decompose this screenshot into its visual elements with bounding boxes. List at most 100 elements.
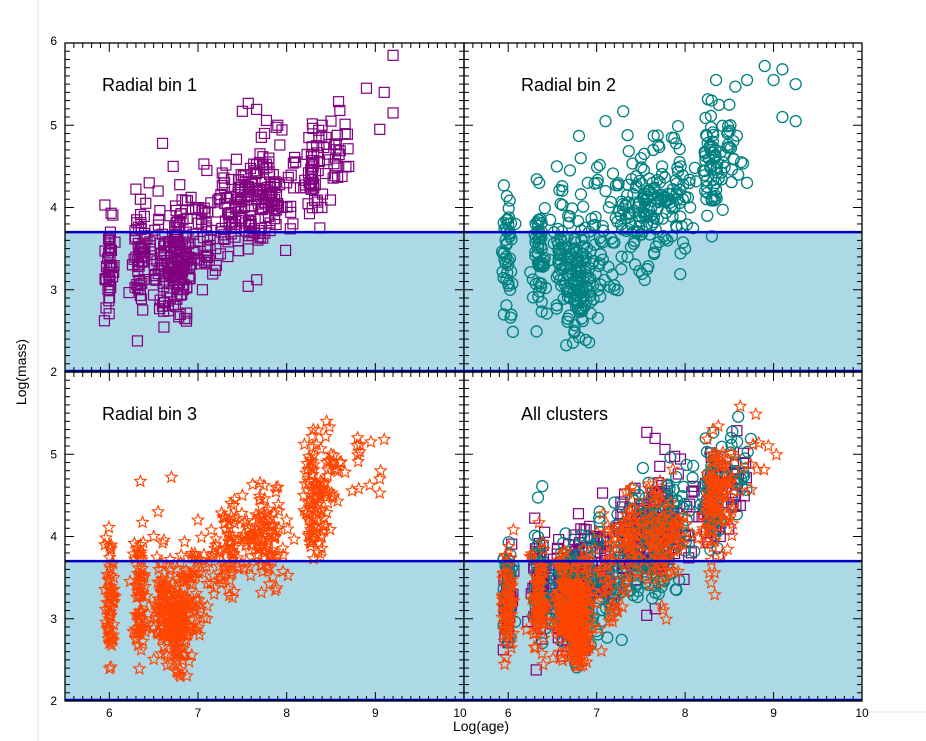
square-marker bbox=[138, 210, 150, 223]
star-marker bbox=[181, 654, 197, 668]
star-marker bbox=[303, 535, 318, 550]
star-marker bbox=[154, 646, 169, 660]
circle-marker bbox=[663, 482, 676, 495]
square-marker bbox=[239, 189, 251, 201]
star-marker bbox=[179, 627, 194, 641]
panel-title: All clusters bbox=[521, 404, 608, 424]
circle-marker bbox=[502, 217, 515, 231]
square-marker bbox=[339, 128, 351, 140]
square-marker bbox=[103, 242, 116, 254]
circle-marker bbox=[536, 480, 549, 493]
star-marker bbox=[618, 584, 633, 599]
star-marker bbox=[149, 624, 164, 638]
circle-marker bbox=[701, 209, 714, 222]
circle-marker bbox=[575, 233, 588, 247]
square-marker bbox=[329, 152, 342, 164]
star-marker bbox=[160, 595, 175, 610]
star-marker bbox=[560, 580, 575, 595]
square-marker bbox=[98, 315, 111, 327]
star-marker bbox=[720, 541, 735, 556]
star-marker bbox=[245, 477, 260, 491]
square-marker bbox=[322, 148, 335, 160]
square-marker bbox=[193, 254, 205, 266]
star-marker bbox=[501, 579, 516, 593]
star-marker bbox=[234, 530, 249, 545]
star-marker bbox=[136, 595, 151, 610]
star-marker bbox=[504, 572, 519, 586]
square-marker bbox=[312, 201, 324, 214]
star-marker bbox=[212, 542, 228, 556]
star-marker bbox=[705, 446, 720, 461]
circle-marker bbox=[686, 459, 700, 473]
star-marker bbox=[377, 431, 392, 446]
star-marker bbox=[497, 622, 512, 637]
square-marker bbox=[130, 183, 142, 195]
square-marker bbox=[241, 193, 253, 205]
star-marker bbox=[102, 611, 117, 625]
star-marker bbox=[189, 586, 204, 600]
y-tick-label: 2 bbox=[50, 694, 57, 708]
circle-marker bbox=[718, 161, 731, 174]
star-marker bbox=[338, 464, 353, 479]
star-marker bbox=[237, 560, 252, 575]
circle-marker bbox=[543, 213, 557, 226]
square-marker bbox=[170, 204, 182, 217]
star-marker bbox=[319, 413, 334, 428]
circle-marker bbox=[574, 265, 588, 278]
star-marker bbox=[642, 476, 657, 490]
star-marker bbox=[133, 537, 148, 551]
star-marker bbox=[154, 582, 169, 597]
circle-marker bbox=[666, 182, 679, 196]
circle-marker bbox=[705, 194, 718, 207]
star-marker bbox=[159, 581, 174, 595]
circle-marker bbox=[640, 208, 654, 221]
star-marker bbox=[646, 546, 661, 560]
star-marker bbox=[619, 574, 634, 588]
circle-marker bbox=[592, 259, 606, 273]
star-marker bbox=[497, 633, 512, 648]
star-marker bbox=[554, 597, 569, 612]
square-marker bbox=[260, 114, 273, 127]
square-marker bbox=[196, 218, 208, 230]
star-marker bbox=[225, 564, 240, 579]
circle-marker bbox=[647, 246, 661, 259]
star-marker bbox=[301, 512, 316, 527]
star-marker bbox=[696, 524, 711, 538]
circle-marker bbox=[635, 228, 648, 241]
square-marker bbox=[212, 194, 224, 206]
star-marker bbox=[301, 495, 316, 509]
circle-marker bbox=[726, 425, 739, 438]
circle-marker bbox=[583, 261, 596, 275]
circle-marker bbox=[606, 236, 619, 249]
star-marker bbox=[320, 462, 336, 476]
square-marker bbox=[685, 547, 697, 559]
star-marker bbox=[566, 560, 581, 575]
star-marker bbox=[619, 570, 634, 584]
star-marker bbox=[616, 538, 631, 553]
star-marker bbox=[102, 607, 117, 621]
x-tick-label: 10 bbox=[453, 706, 467, 720]
y-axis-title: Log(mass) bbox=[13, 339, 29, 405]
square-marker bbox=[596, 487, 609, 499]
star-marker bbox=[590, 525, 605, 539]
star-marker bbox=[310, 422, 326, 437]
star-marker bbox=[163, 561, 178, 575]
circle-marker bbox=[665, 230, 679, 243]
star-marker bbox=[700, 533, 715, 547]
star-marker bbox=[149, 599, 164, 614]
square-marker bbox=[185, 191, 197, 203]
star-marker bbox=[605, 609, 620, 624]
circle-marker bbox=[524, 266, 537, 279]
star-marker bbox=[500, 558, 515, 573]
square-marker bbox=[180, 315, 193, 327]
star-marker bbox=[641, 512, 656, 527]
circle-marker bbox=[596, 253, 610, 266]
square-marker bbox=[108, 266, 120, 278]
x-tick-label: 10 bbox=[855, 706, 869, 720]
circle-marker bbox=[683, 173, 696, 186]
circle-marker bbox=[531, 216, 544, 229]
star-marker bbox=[641, 518, 656, 533]
star-marker bbox=[717, 457, 732, 471]
star-marker bbox=[498, 649, 513, 664]
